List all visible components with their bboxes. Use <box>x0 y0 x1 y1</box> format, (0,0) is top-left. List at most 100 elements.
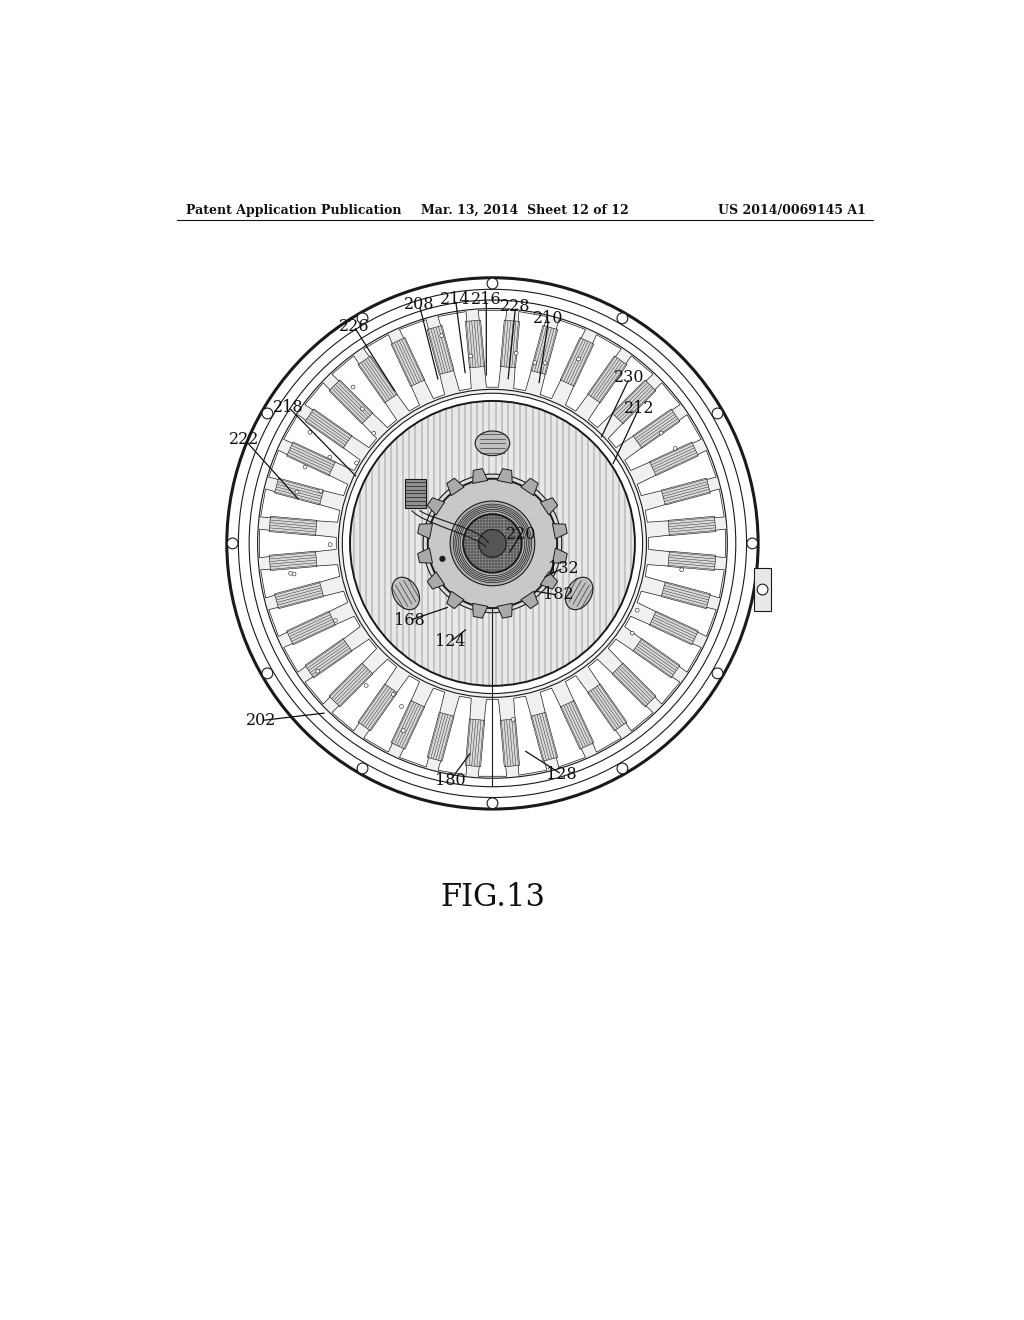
Polygon shape <box>612 380 656 424</box>
Polygon shape <box>565 676 622 752</box>
Polygon shape <box>514 312 547 391</box>
Text: 216: 216 <box>471 290 502 308</box>
Text: 210: 210 <box>534 310 564 327</box>
Polygon shape <box>541 498 558 515</box>
Circle shape <box>292 572 296 576</box>
Polygon shape <box>418 524 432 539</box>
Polygon shape <box>332 356 396 428</box>
Circle shape <box>469 354 473 358</box>
Polygon shape <box>530 326 558 375</box>
Text: 124: 124 <box>435 634 465 651</box>
Text: 222: 222 <box>229 430 260 447</box>
Polygon shape <box>662 582 711 609</box>
Text: 218: 218 <box>273 399 304 416</box>
Text: FIG.13: FIG.13 <box>440 882 545 913</box>
Polygon shape <box>284 414 360 470</box>
Circle shape <box>357 763 368 774</box>
Text: Mar. 13, 2014  Sheet 12 of 12: Mar. 13, 2014 Sheet 12 of 12 <box>421 205 629 218</box>
Polygon shape <box>588 356 653 428</box>
Circle shape <box>511 718 515 721</box>
Polygon shape <box>478 700 507 776</box>
Circle shape <box>357 313 368 323</box>
Polygon shape <box>305 383 377 447</box>
Circle shape <box>308 430 312 434</box>
Polygon shape <box>427 498 444 515</box>
Circle shape <box>329 543 332 546</box>
Circle shape <box>354 461 358 465</box>
Polygon shape <box>608 639 680 704</box>
Polygon shape <box>521 591 539 609</box>
Circle shape <box>543 360 547 364</box>
Text: 132: 132 <box>548 560 579 577</box>
Polygon shape <box>274 582 324 609</box>
Text: 212: 212 <box>624 400 654 417</box>
Circle shape <box>487 797 498 809</box>
Polygon shape <box>497 469 512 483</box>
Circle shape <box>630 631 634 635</box>
Polygon shape <box>446 478 464 495</box>
Circle shape <box>680 568 684 572</box>
Polygon shape <box>438 696 471 775</box>
Polygon shape <box>637 450 716 495</box>
Circle shape <box>617 313 628 323</box>
Polygon shape <box>541 319 586 399</box>
Circle shape <box>316 669 319 673</box>
Polygon shape <box>329 663 373 708</box>
Polygon shape <box>305 639 377 704</box>
Polygon shape <box>261 488 340 523</box>
Circle shape <box>423 474 562 612</box>
Polygon shape <box>260 529 336 557</box>
Circle shape <box>258 309 727 779</box>
Polygon shape <box>438 312 471 391</box>
Polygon shape <box>541 688 586 767</box>
Polygon shape <box>500 719 519 767</box>
Polygon shape <box>465 719 484 767</box>
Polygon shape <box>268 591 348 636</box>
Polygon shape <box>287 611 336 645</box>
Polygon shape <box>754 569 771 611</box>
Circle shape <box>659 432 663 434</box>
Polygon shape <box>530 713 558 762</box>
Polygon shape <box>588 684 627 731</box>
Polygon shape <box>637 591 716 636</box>
Polygon shape <box>668 516 716 536</box>
Circle shape <box>635 609 639 612</box>
Text: 180: 180 <box>435 772 466 789</box>
Text: 208: 208 <box>404 296 434 313</box>
Polygon shape <box>446 591 464 609</box>
Text: 182: 182 <box>543 586 573 603</box>
Circle shape <box>451 502 535 586</box>
Polygon shape <box>358 356 397 403</box>
Polygon shape <box>662 478 711 506</box>
Circle shape <box>365 684 369 688</box>
Circle shape <box>746 539 758 549</box>
Circle shape <box>532 360 537 364</box>
Circle shape <box>391 693 395 696</box>
Polygon shape <box>418 548 432 564</box>
Polygon shape <box>668 552 716 570</box>
Polygon shape <box>560 701 594 750</box>
Polygon shape <box>649 611 698 645</box>
Polygon shape <box>552 548 567 564</box>
Circle shape <box>577 358 581 360</box>
Circle shape <box>295 490 299 494</box>
Polygon shape <box>261 565 340 598</box>
Circle shape <box>712 408 723 418</box>
Circle shape <box>328 455 332 459</box>
Circle shape <box>487 279 498 289</box>
Polygon shape <box>332 659 396 731</box>
Polygon shape <box>268 450 348 495</box>
Polygon shape <box>305 409 352 449</box>
Circle shape <box>318 488 323 492</box>
Polygon shape <box>427 326 454 375</box>
Text: 226: 226 <box>339 318 369 335</box>
Circle shape <box>757 585 768 595</box>
Polygon shape <box>427 713 454 762</box>
Circle shape <box>514 351 518 355</box>
Text: 202: 202 <box>247 711 276 729</box>
Polygon shape <box>588 659 653 731</box>
Circle shape <box>262 408 272 418</box>
Polygon shape <box>649 442 698 475</box>
Circle shape <box>289 572 293 576</box>
Polygon shape <box>391 338 425 387</box>
